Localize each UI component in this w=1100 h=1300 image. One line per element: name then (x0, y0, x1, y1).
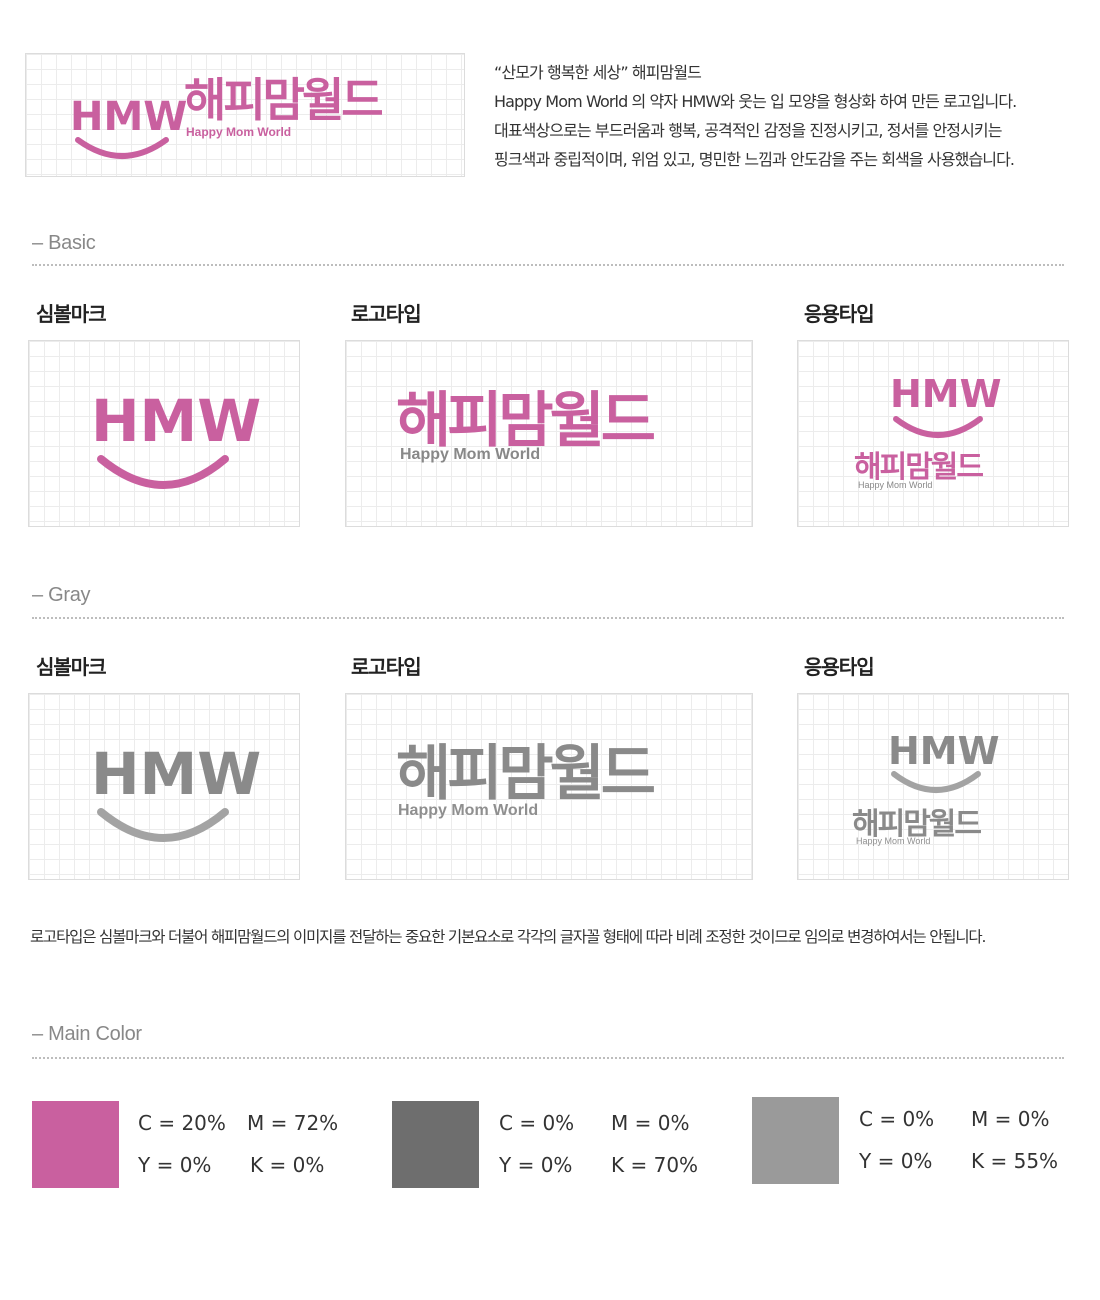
section-divider-basic (32, 264, 1064, 266)
gray-label-application: 응용타입 (804, 655, 875, 679)
swatch-light-gray-c: C = 0% (859, 1107, 935, 1131)
basic-app-korean: 해피맘월드 (854, 450, 983, 485)
swatch-dark-gray-k: K = 70% (611, 1153, 699, 1177)
swatch-dark-gray (392, 1101, 479, 1188)
basic-symbol-hmw: HMW (91, 387, 261, 455)
basic-logotype-logo: 해피맘월드 Happy Mom World (396, 386, 659, 463)
swatch-dark-gray-y: Y = 0% (499, 1153, 573, 1177)
swatch-light-gray (752, 1097, 839, 1184)
intro-logo: HMW 해피맘월드 Happy Mom World (70, 73, 385, 159)
swatch-light-gray-m: M = 0% (971, 1107, 1050, 1131)
section-title-gray: – Gray (32, 584, 91, 606)
basic-app-smile-icon (893, 416, 983, 438)
gray-application-logo: HMW 해피맘월드 Happy Mom World (852, 729, 1000, 846)
swatch-dark-gray-c: C = 0% (499, 1111, 575, 1135)
gray-label-symbol: 심볼마크 (36, 655, 107, 679)
gray-symbol-logo: HMW (91, 740, 261, 842)
gray-label-logotype: 로고타입 (351, 655, 422, 679)
intro-line-2: Happy Mom World 의 약자 HMW와 웃는 입 모양을 형상화 하… (494, 92, 1017, 111)
basic-app-hmw: HMW (890, 372, 1002, 416)
gray-logotype-korean: 해피맘월드 (396, 739, 655, 809)
gray-smile-icon (97, 808, 229, 842)
swatch-light-gray-y: Y = 0% (859, 1149, 933, 1173)
intro-logo-panel: HMW 해피맘월드 Happy Mom World (25, 53, 465, 177)
intro-line-3: 대표색상으로는 부드러움과 행복, 공격적인 감정을 진정시키고, 정서를 안정… (494, 121, 1002, 140)
gray-logotype-logo: 해피맘월드 Happy Mom World (396, 739, 659, 819)
gray-logotype-panel: 해피맘월드 Happy Mom World (345, 693, 753, 880)
gray-application-panel: HMW 해피맘월드 Happy Mom World (797, 693, 1069, 880)
swatch-dark-gray-m: M = 0% (611, 1111, 690, 1135)
intro-description: “산모가 행복한 세상” 해피맘월드 Happy Mom World 의 약자 … (494, 58, 1084, 174)
usage-notice: 로고타입은 심볼마크와 더불어 해피맘월드의 이미지를 전달하는 중요한 기본요… (30, 928, 986, 946)
gray-logotype-english: Happy Mom World (398, 802, 538, 819)
basic-label-logotype: 로고타입 (351, 302, 422, 326)
basic-smile-icon (97, 455, 229, 489)
gray-app-english: Happy Mom World (856, 836, 930, 846)
swatch-pink-k: K = 0% (250, 1153, 325, 1177)
basic-label-symbol: 심볼마크 (36, 302, 107, 326)
swatch-light-gray-k: K = 55% (971, 1149, 1059, 1173)
gray-symbol-hmw: HMW (91, 740, 261, 808)
section-divider-gray (32, 617, 1064, 619)
swatch-pink-m: M = 72% (247, 1111, 339, 1135)
basic-symbol-logo: HMW (91, 387, 261, 489)
gray-symbol-panel: HMW (28, 693, 300, 880)
section-divider-main-color (32, 1057, 1064, 1059)
basic-application-panel: HMW 해피맘월드 Happy Mom World (797, 340, 1069, 527)
basic-symbol-panel: HMW (28, 340, 300, 527)
swatch-pink (32, 1101, 119, 1188)
intro-line-1: “산모가 행복한 세상” 해피맘월드 (494, 63, 702, 82)
gray-app-hmw: HMW (888, 729, 1000, 773)
basic-logotype-english: Happy Mom World (400, 446, 540, 463)
gray-app-smile-icon (891, 771, 981, 793)
gray-app-korean: 해피맘월드 (852, 807, 981, 842)
swatch-pink-y: Y = 0% (138, 1153, 212, 1177)
basic-application-logo: HMW 해피맘월드 Happy Mom World (854, 372, 1002, 490)
intro-korean-name: 해피맘월드 (184, 73, 382, 127)
intro-symbol-hmw: HMW (70, 94, 187, 140)
section-title-main-color: – Main Color (32, 1023, 142, 1045)
basic-app-english: Happy Mom World (858, 480, 932, 490)
section-title-basic: – Basic (32, 232, 96, 254)
basic-label-application: 응용타입 (804, 302, 875, 326)
intro-english-name: Happy Mom World (186, 125, 291, 139)
basic-logotype-panel: 해피맘월드 Happy Mom World (345, 340, 753, 527)
intro-smile-icon (75, 137, 169, 159)
intro-line-4: 핑크색과 중립적이며, 위엄 있고, 명민한 느낌과 안도감을 주는 회색을 사… (494, 150, 1015, 169)
swatch-pink-c: C = 20% (138, 1111, 226, 1135)
basic-logotype-korean: 해피맘월드 (396, 386, 655, 456)
